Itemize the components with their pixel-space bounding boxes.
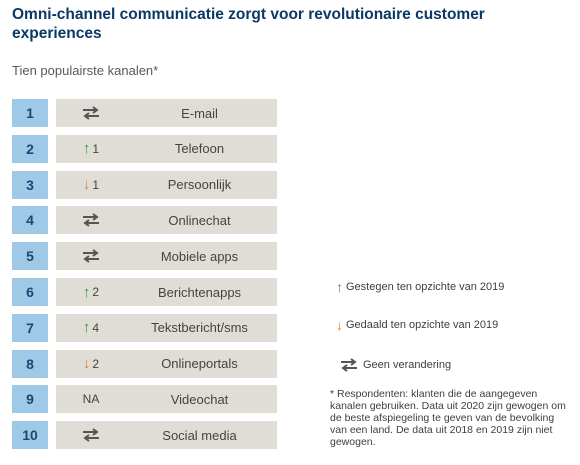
arrow-up-icon: ↑ — [336, 279, 343, 295]
change-cell: ↑ 2 — [56, 278, 126, 306]
chart-subtitle: Tien populairste kanalen* — [12, 63, 159, 78]
channel-cell: Mobiele apps — [122, 242, 277, 271]
rank-cell: 1 — [12, 99, 48, 127]
rank-cell: 7 — [12, 313, 48, 342]
change-cell: ↑ 4 — [56, 313, 126, 342]
arrow-up-icon: ↑ — [82, 283, 91, 301]
swap-arrows-icon — [82, 106, 100, 120]
change-value: 2 — [92, 356, 100, 371]
change-value: 2 — [92, 285, 100, 299]
swap-arrows-icon — [82, 249, 100, 263]
change-cell — [56, 242, 126, 271]
channel-cell: Onlineportals — [122, 349, 277, 378]
arrow-down-icon: ↓ — [336, 317, 343, 333]
change-cell — [56, 421, 126, 450]
change-cell — [56, 206, 126, 235]
legend-label-same: Geen verandering — [363, 359, 452, 371]
rank-cell: 6 — [12, 278, 48, 306]
change-cell — [56, 99, 126, 127]
swap-arrows-icon — [340, 358, 358, 372]
rank-cell: 5 — [12, 242, 48, 271]
channel-cell: Persoonlijk — [122, 170, 277, 199]
arrow-up-icon: ↑ — [82, 319, 91, 337]
legend-item-down: ↓ Gedaald ten opzichte van 2019 — [336, 317, 498, 333]
change-cell: ↑ 1 — [56, 134, 126, 163]
footnote: * Respondenten: klanten die de aangegeve… — [330, 388, 566, 448]
channel-cell: Telefoon — [122, 134, 277, 163]
change-value: 1 — [92, 177, 100, 192]
change-value: 4 — [92, 320, 100, 335]
chart-title: Omni-channel communicatie zorgt voor rev… — [12, 6, 485, 42]
legend-label-up: Gestegen ten opzichte van 2019 — [346, 281, 505, 293]
rank-cell: 10 — [12, 421, 48, 450]
legend-item-up: ↑ Gestegen ten opzichte van 2019 — [336, 279, 504, 295]
rank-cell: 8 — [12, 349, 48, 378]
change-value: 1 — [92, 141, 100, 156]
channel-cell: Tekstbericht/sms — [122, 313, 277, 342]
rank-cell: 3 — [12, 170, 48, 199]
arrow-up-icon: ↑ — [82, 140, 91, 158]
arrow-down-icon: ↓ — [82, 176, 91, 194]
legend-label-down: Gedaald ten opzichte van 2019 — [346, 319, 499, 331]
channel-cell: Onlinechat — [122, 206, 277, 235]
change-cell: ↓ 2 — [56, 349, 126, 378]
change-value: NA — [82, 392, 100, 407]
rank-cell: 9 — [12, 385, 48, 414]
channel-cell: Videochat — [122, 385, 277, 414]
arrow-down-icon: ↓ — [82, 355, 91, 373]
channel-cell: Berichtenapps — [122, 278, 277, 306]
swap-arrows-icon — [82, 213, 100, 228]
swap-arrows-icon — [82, 428, 100, 442]
change-cell: ↓ 1 — [56, 170, 126, 199]
rank-cell: 2 — [12, 134, 48, 163]
change-cell: NA — [56, 385, 126, 414]
channel-cell: E-mail — [122, 99, 277, 127]
legend-item-same: Geen verandering — [340, 358, 451, 372]
rank-cell: 4 — [12, 206, 48, 235]
channel-cell: Social media — [122, 421, 277, 450]
